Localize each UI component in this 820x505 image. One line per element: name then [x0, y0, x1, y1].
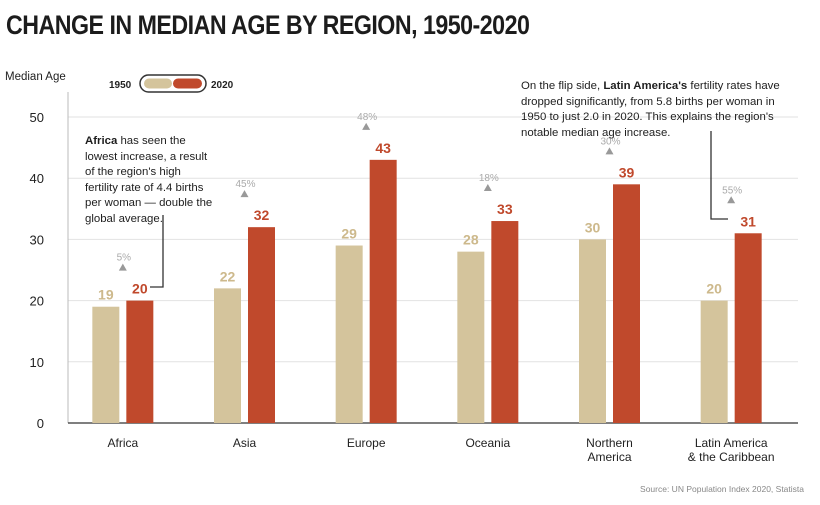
value-label-1950: 29	[341, 226, 357, 242]
value-label-2020: 39	[619, 164, 635, 180]
y-tick-label: 50	[30, 110, 44, 125]
legend-label-2020: 2020	[211, 80, 234, 91]
pct-change-label: 5%	[117, 253, 132, 264]
value-label-1950: 28	[463, 232, 479, 248]
value-label-1950: 30	[585, 219, 601, 235]
x-tick-label: Africa	[107, 436, 138, 450]
up-arrow-icon	[727, 196, 736, 204]
value-label-2020: 31	[740, 213, 756, 229]
source-note: Source: UN Population Index 2020, Statis…	[640, 484, 804, 494]
bar-1950	[579, 239, 606, 423]
up-arrow-icon	[483, 184, 492, 192]
up-arrow-icon	[362, 122, 371, 130]
chart-title: CHANGE IN MEDIAN AGE BY REGION, 1950-202…	[6, 10, 530, 40]
legend-swatch-1950	[144, 78, 172, 89]
x-tick-label: America	[587, 450, 631, 464]
bar-2020	[734, 233, 762, 423]
annotation-line-latam	[710, 131, 728, 220]
bar-2020	[613, 184, 640, 423]
up-arrow-icon	[605, 147, 614, 155]
bar-2020	[491, 221, 519, 423]
annotation-line-africa	[150, 215, 164, 288]
x-tick-label: & the Caribbean	[688, 450, 775, 464]
value-label-1950: 20	[706, 281, 722, 297]
y-tick-label: 0	[37, 416, 44, 431]
pct-change-label: 55%	[722, 185, 742, 196]
bar-1950	[92, 306, 120, 423]
annotation-latam-bold: Latin America's	[603, 80, 688, 92]
bar-1950	[335, 245, 363, 423]
up-arrow-icon	[240, 190, 249, 198]
bar-2020	[126, 300, 154, 423]
annotation-africa: Africa has seen the lowest increase, a r…	[85, 134, 215, 228]
annotation-africa-text: has seen the lowest increase, a result o…	[85, 135, 213, 225]
x-tick-label: Europe	[347, 436, 386, 450]
value-label-1950: 22	[220, 268, 236, 284]
y-tick-label: 30	[30, 232, 44, 247]
x-tick-label: Northern	[586, 436, 633, 450]
bar-2020	[248, 227, 275, 423]
annotation-latam-prefix: On the flip side,	[521, 80, 604, 92]
y-tick-label: 10	[30, 355, 44, 370]
legend-label-1950: 1950	[109, 80, 132, 91]
bar-1950	[457, 251, 485, 423]
annotation-latam: On the flip side, Latin America's fertil…	[521, 79, 796, 141]
value-label-2020: 20	[132, 281, 148, 297]
annotation-latam-text: fertility rates have dropped significant…	[521, 80, 780, 139]
pct-change-label: 45%	[235, 179, 255, 190]
bar-1950	[700, 300, 728, 423]
up-arrow-icon	[118, 263, 127, 271]
y-tick-label: 20	[30, 294, 44, 309]
x-tick-label: Asia	[233, 436, 257, 450]
pct-change-label: 18%	[479, 173, 499, 184]
bar-1950	[214, 288, 241, 423]
legend-swatch-2020	[173, 78, 202, 89]
bar-2020	[369, 159, 397, 423]
pct-change-label: 30%	[600, 136, 620, 147]
value-label-2020: 43	[375, 140, 391, 156]
x-tick-label: Oceania	[465, 436, 510, 450]
pct-change-label: 48%	[357, 112, 377, 123]
y-axis-label: Median Age	[5, 71, 66, 83]
value-label-1950: 19	[98, 287, 114, 303]
value-label-2020: 33	[497, 201, 513, 217]
annotation-africa-bold: Africa	[85, 135, 118, 147]
y-tick-label: 40	[30, 171, 44, 186]
value-label-2020: 32	[254, 207, 270, 223]
x-tick-label: Latin America	[695, 436, 768, 450]
